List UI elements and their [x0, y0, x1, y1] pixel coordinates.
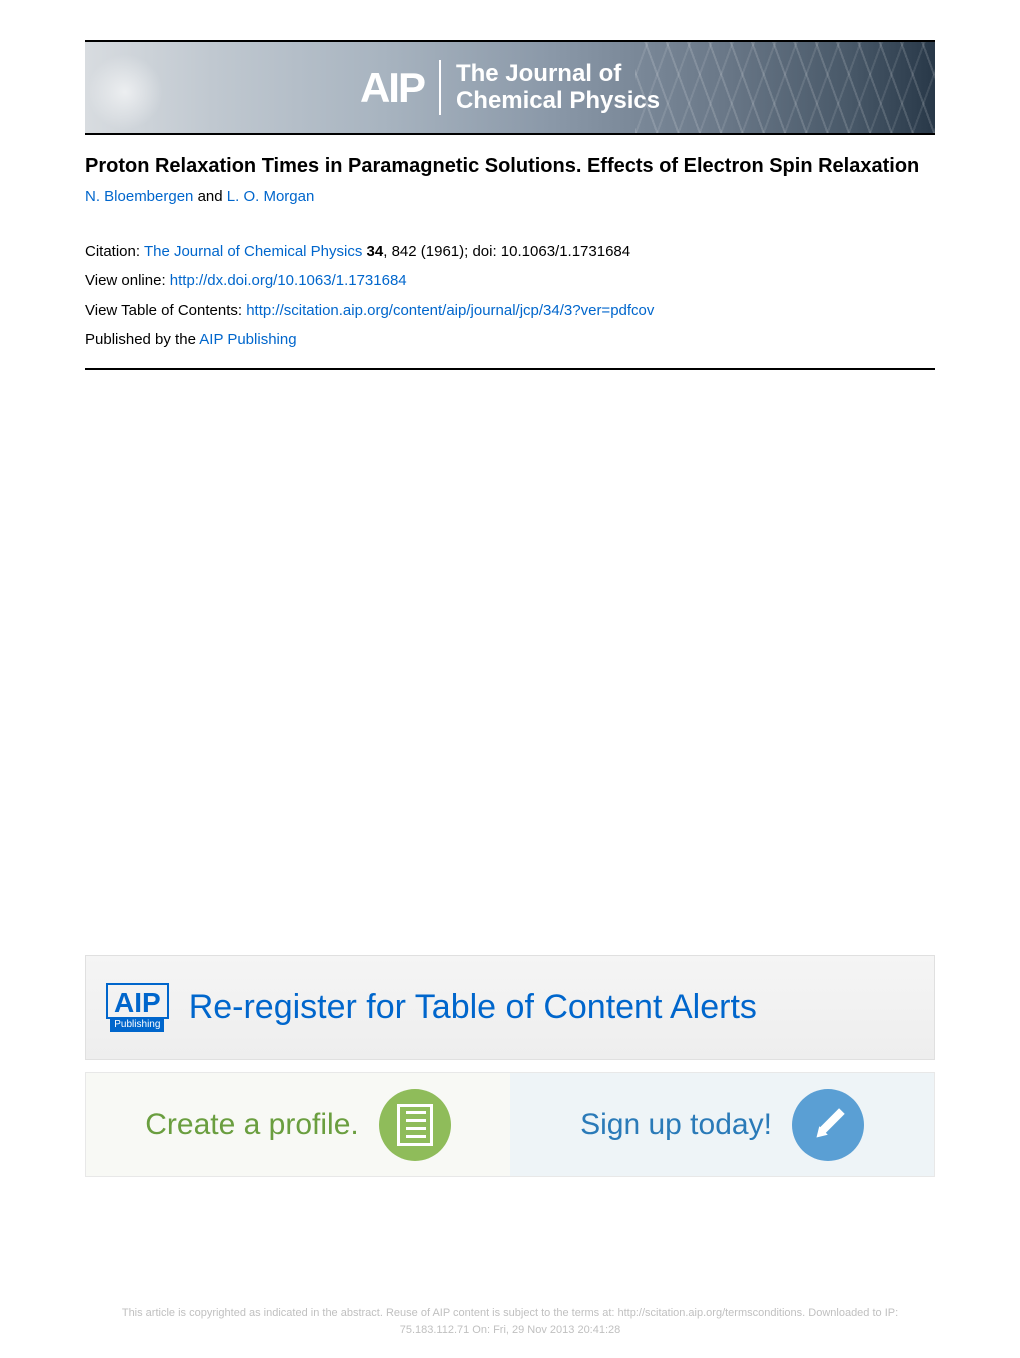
- create-profile-text: Create a profile.: [145, 1108, 358, 1142]
- aip-logo: AIP: [360, 64, 424, 112]
- pencil-icon: [808, 1105, 848, 1145]
- article-title: Proton Relaxation Times in Paramagnetic …: [85, 153, 935, 180]
- doi-link[interactable]: http://dx.doi.org/10.1063/1.1731684: [170, 272, 407, 289]
- profile-document-icon: [397, 1104, 433, 1146]
- page-container: AIP The Journal of Chemical Physics Prot…: [0, 0, 1020, 390]
- banner-divider: [439, 60, 441, 115]
- ad2-left-section[interactable]: Create a profile.: [86, 1073, 510, 1176]
- toc-label: View Table of Contents:: [85, 302, 246, 319]
- footer-line2: 75.183.112.71 On: Fri, 29 Nov 2013 20:41…: [10, 1322, 1010, 1339]
- authors-line: N. Bloembergen and L. O. Morgan: [85, 188, 935, 205]
- signup-text: Sign up today!: [580, 1108, 772, 1142]
- author-separator: and: [193, 188, 226, 205]
- journal-banner[interactable]: AIP The Journal of Chemical Physics: [85, 40, 935, 135]
- journal-name-line1: The Journal of: [456, 61, 660, 87]
- journal-name-line2: Chemical Physics: [456, 88, 660, 114]
- aip-pub-logo-text: AIP: [106, 983, 169, 1019]
- separator-line: [85, 368, 935, 370]
- ad2-right-section[interactable]: Sign up today!: [510, 1073, 934, 1176]
- published-label: Published by the: [85, 331, 199, 348]
- view-online-label: View online:: [85, 272, 170, 289]
- publisher-line: Published by the AIP Publishing: [85, 325, 935, 354]
- toc-link[interactable]: http://scitation.aip.org/content/aip/jou…: [246, 302, 654, 319]
- copyright-footer: This article is copyrighted as indicated…: [0, 1305, 1020, 1338]
- toc-line: View Table of Contents: http://scitation…: [85, 296, 935, 325]
- journal-citation-link[interactable]: The Journal of Chemical Physics: [144, 243, 362, 260]
- citation-line: Citation: The Journal of Chemical Physic…: [85, 237, 935, 266]
- publisher-link[interactable]: AIP Publishing: [199, 331, 296, 348]
- citation-label: Citation:: [85, 243, 144, 260]
- footer-line1: This article is copyrighted as indicated…: [10, 1305, 1010, 1322]
- journal-name: The Journal of Chemical Physics: [456, 61, 660, 114]
- aip-pub-logo-sub: Publishing: [110, 1017, 164, 1032]
- author-link-2[interactable]: L. O. Morgan: [227, 188, 315, 205]
- ad1-text: Re-register for Table of Content Alerts: [189, 988, 757, 1027]
- citation-block: Citation: The Journal of Chemical Physic…: [85, 237, 935, 354]
- profile-icon-circle: [379, 1089, 451, 1161]
- aip-publishing-logo: AIP Publishing: [106, 983, 169, 1032]
- ad-banner-toc-alerts[interactable]: AIP Publishing Re-register for Table of …: [85, 955, 935, 1060]
- ad-banner-signup[interactable]: Create a profile. Sign up today!: [85, 1072, 935, 1177]
- author-link-1[interactable]: N. Bloembergen: [85, 188, 193, 205]
- view-online-line: View online: http://dx.doi.org/10.1063/1…: [85, 266, 935, 295]
- signup-icon-circle: [792, 1089, 864, 1161]
- citation-volume: 34: [367, 243, 384, 260]
- citation-details-tail: , 842 (1961); doi: 10.1063/1.1731684: [383, 243, 630, 260]
- banner-content: AIP The Journal of Chemical Physics: [360, 60, 660, 115]
